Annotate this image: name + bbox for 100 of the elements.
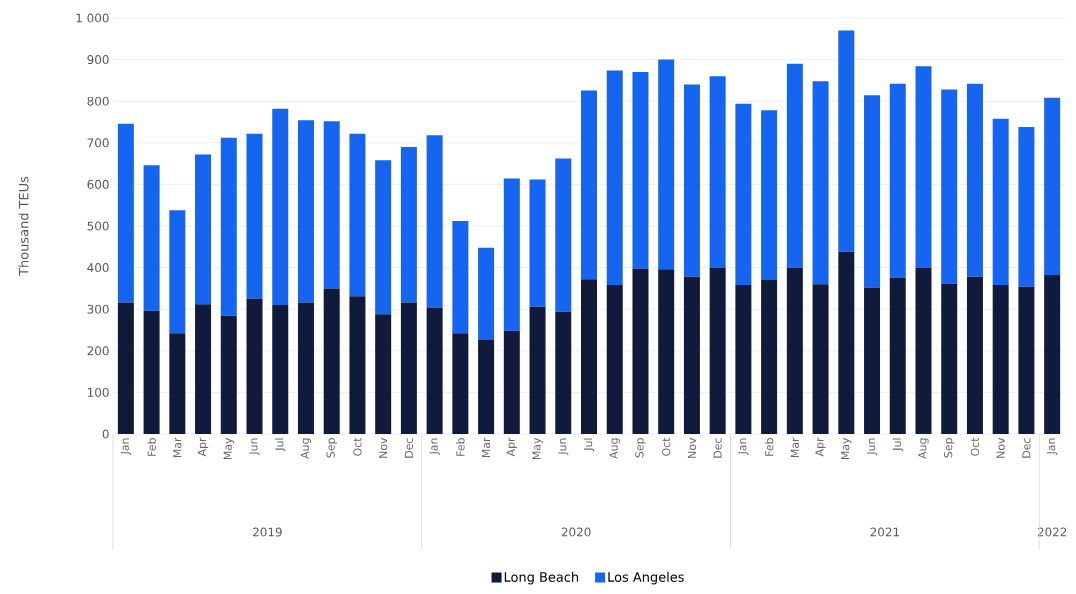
bar [297, 302, 314, 434]
y-tick-label: 900 [87, 55, 109, 65]
x-tick-label: Jun [558, 438, 569, 456]
legend-label: Long Beach [504, 571, 579, 585]
bar [581, 279, 597, 434]
bar [838, 30, 855, 252]
x-tick-label: Jun [249, 438, 260, 456]
bar [143, 165, 160, 311]
bar [683, 276, 700, 434]
text: 2022 [1037, 527, 1067, 537]
text: 2021 [870, 527, 899, 537]
y-tick-label: 600 [87, 179, 109, 189]
x-tick-label: May [223, 437, 234, 460]
y-tick-label: 0 [102, 429, 109, 439]
bar [452, 221, 469, 334]
y-tick-label: 1 000 [76, 13, 109, 23]
bar [195, 154, 212, 305]
text: 2019 [253, 527, 282, 537]
x-tick-label: May [532, 437, 543, 460]
bar [143, 310, 160, 434]
bar [941, 283, 958, 434]
bar [1044, 275, 1061, 434]
bar [349, 296, 366, 434]
x-tick-label: Aug [918, 438, 929, 459]
x-tick-label: Nov [996, 437, 1005, 458]
bar [529, 306, 546, 434]
bar [889, 277, 906, 434]
bar [581, 90, 597, 280]
bar [812, 284, 829, 434]
x-tick-label: Dec [1022, 438, 1031, 458]
bar [606, 70, 623, 286]
bar [992, 118, 1009, 286]
x-tick-label: Mar [790, 437, 799, 458]
bar [864, 287, 881, 434]
bar [452, 333, 469, 434]
bar [786, 63, 803, 268]
bar [966, 83, 983, 277]
x-tick-label: Mar [482, 437, 491, 458]
x-tick-label: Jan [1047, 438, 1058, 455]
bar [169, 210, 186, 334]
x-tick-label: Sep [944, 438, 955, 458]
x-tick-label: Dec [404, 438, 413, 458]
bar [323, 288, 340, 434]
bar [838, 251, 855, 434]
x-tick-label: Dec [713, 438, 722, 458]
bar [220, 315, 237, 434]
bar [400, 302, 417, 434]
bar [1018, 126, 1035, 287]
y-tick-label: 500 [87, 221, 109, 231]
x-tick-label: Jul [892, 438, 904, 452]
bar [246, 133, 263, 299]
y-tick-label: 800 [87, 96, 109, 106]
x-tick-label: Jan [120, 438, 131, 455]
x-tick-label: Aug [300, 438, 312, 459]
bar [297, 120, 314, 303]
y-tick-label: 100 [87, 387, 109, 397]
x-tick-label: Apr [506, 437, 517, 457]
x-tick-label: Feb [764, 438, 774, 456]
x-tick-label: Jan [738, 438, 749, 455]
bar [169, 333, 186, 434]
x-tick-label: Feb [147, 438, 156, 456]
bar [761, 280, 778, 434]
bar [632, 72, 649, 269]
x-tick-label: Oct [662, 437, 671, 456]
bar [1044, 97, 1061, 276]
bar [400, 146, 417, 303]
bar [272, 108, 289, 306]
bar [478, 247, 495, 340]
y-tick-label: 700 [87, 138, 109, 148]
y-axis-title: Thousand TEUs [18, 176, 29, 276]
bar [632, 268, 649, 434]
bar [220, 137, 237, 316]
bar [658, 59, 675, 270]
bar [323, 121, 340, 289]
x-tick-label: Nov [687, 437, 696, 458]
bar [555, 158, 572, 312]
x-tick-label: Jun [866, 438, 878, 456]
x-tick-label: Sep [635, 438, 646, 458]
x-tick-label: Sep [326, 438, 337, 458]
bar [117, 302, 134, 434]
bar [709, 267, 726, 434]
bar [889, 83, 906, 278]
bar [426, 135, 443, 308]
bar [735, 285, 752, 434]
x-tick-label: Jan [429, 438, 440, 455]
bar [246, 298, 263, 434]
bar [941, 89, 958, 284]
bar [658, 269, 675, 434]
bar [529, 179, 546, 307]
x-tick-label: Jul [583, 438, 595, 452]
bar [426, 307, 443, 434]
x-tick-label: Mar [173, 437, 182, 458]
bar [555, 311, 572, 434]
x-tick-label: May [841, 437, 852, 460]
legend-label: Los Angeles [608, 571, 684, 585]
bar [375, 314, 392, 434]
x-tick-label: Feb [456, 438, 465, 456]
x-tick-label: Aug [609, 438, 620, 459]
x-tick-label: Jul [274, 438, 286, 452]
bar [375, 160, 392, 315]
